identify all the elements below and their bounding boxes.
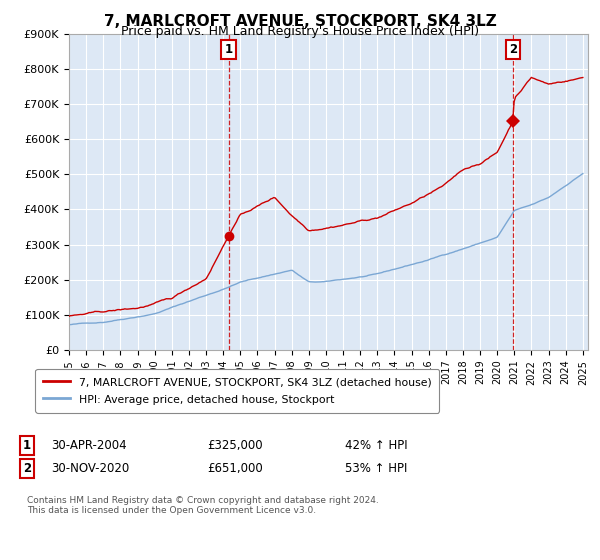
Text: 53% ↑ HPI: 53% ↑ HPI [345,462,407,475]
Text: Price paid vs. HM Land Registry's House Price Index (HPI): Price paid vs. HM Land Registry's House … [121,25,479,38]
Legend: 7, MARLCROFT AVENUE, STOCKPORT, SK4 3LZ (detached house), HPI: Average price, de: 7, MARLCROFT AVENUE, STOCKPORT, SK4 3LZ … [35,368,439,413]
Text: 30-APR-2004: 30-APR-2004 [51,438,127,452]
Text: 2: 2 [509,43,517,56]
Text: 30-NOV-2020: 30-NOV-2020 [51,462,129,475]
Text: 1: 1 [225,43,233,56]
Text: 42% ↑ HPI: 42% ↑ HPI [345,438,407,452]
Text: 7, MARLCROFT AVENUE, STOCKPORT, SK4 3LZ: 7, MARLCROFT AVENUE, STOCKPORT, SK4 3LZ [104,14,496,29]
Text: Contains HM Land Registry data © Crown copyright and database right 2024.
This d: Contains HM Land Registry data © Crown c… [27,496,379,515]
Text: £651,000: £651,000 [207,462,263,475]
Text: 1: 1 [23,438,31,452]
Text: 2: 2 [23,462,31,475]
Text: £325,000: £325,000 [207,438,263,452]
